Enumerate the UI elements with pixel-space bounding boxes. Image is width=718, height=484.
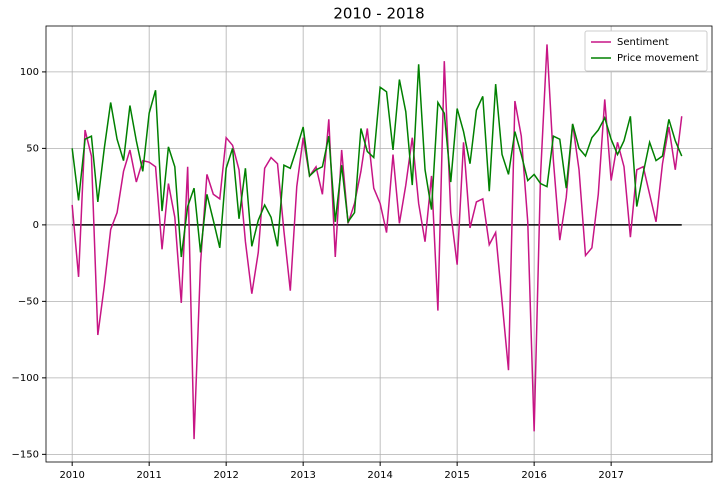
legend: Sentiment Price movement	[584, 30, 708, 72]
x-tick-label: 2016	[521, 470, 546, 481]
x-tick-label: 2010	[59, 470, 84, 481]
legend-label: Price movement	[617, 53, 699, 64]
chart-title: 2010 - 2018	[333, 5, 424, 23]
x-tick-label: 2017	[598, 470, 623, 481]
line-series	[71, 64, 683, 258]
y-tick-label: −150	[12, 449, 39, 460]
x-tick-label: 2012	[213, 470, 238, 481]
x-tick-label: 2014	[367, 470, 392, 481]
legend-box	[584, 30, 708, 72]
plot-frame	[45, 25, 713, 463]
y-tick-label: 100	[20, 67, 39, 78]
y-tick-label: −50	[18, 296, 39, 307]
x-tick-label: 2013	[290, 470, 315, 481]
y-tick-label: 50	[26, 143, 39, 154]
x-tick-label: 2011	[136, 470, 161, 481]
legend-label: Sentiment	[617, 37, 669, 48]
line-series	[71, 44, 683, 440]
y-tick-label: 0	[33, 220, 39, 231]
x-tick-label: 2015	[444, 470, 469, 481]
y-tick-label: −100	[12, 373, 39, 384]
